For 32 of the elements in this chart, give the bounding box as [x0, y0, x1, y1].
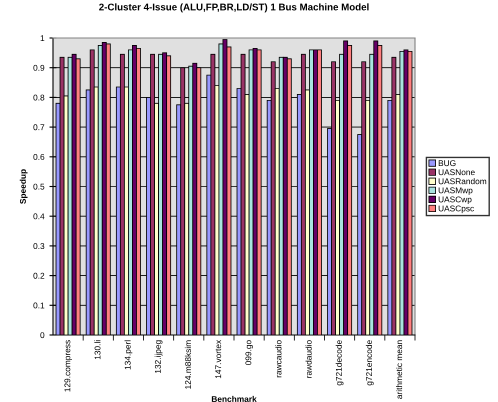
legend-label: UASCwp: [438, 196, 472, 204]
y-tick-label: 0.5: [33, 184, 44, 190]
x-axis-title: Benchmark: [212, 396, 257, 402]
x-tick-label: 130.li: [94, 340, 100, 360]
y-tick-label: 0.9: [33, 64, 44, 71]
legend-label: UASNone: [438, 169, 475, 176]
x-tick-label: rawdaudio: [306, 340, 312, 378]
y-tick-label: 1: [40, 35, 44, 42]
y-tick-label: 0.3: [33, 243, 44, 249]
legend-label: UASRandom: [438, 178, 486, 184]
chart-title: 2-Cluster 4-Issue (ALU,FP,BR,LD/ST) 1 Bus Machine Model: [99, 3, 369, 12]
y-axis-title: Speedup: [20, 169, 28, 204]
y-tick-label: 0.6: [33, 154, 44, 160]
x-tick-label: 132.ijpeg: [154, 340, 162, 374]
x-tick-label: 124.m88ksim: [184, 340, 191, 389]
y-tick-label: 0.7: [33, 124, 44, 130]
x-tick-label: 147.vortex: [215, 340, 222, 378]
y-tick-label: 0.8: [33, 94, 44, 100]
x-tick-label: arithmetic mean: [396, 340, 402, 399]
legend-label: UASCpsc: [438, 206, 474, 214]
y-tick-label: 0.1: [33, 302, 44, 308]
x-tick-label: rawcaudio: [275, 340, 282, 378]
legend-label: UASMwp: [438, 187, 472, 195]
y-tick-label: 0.2: [33, 272, 44, 279]
x-tick-label: 129.compress: [64, 340, 72, 392]
y-tick-label: 0: [40, 332, 44, 338]
x-tick-label: 134.perl: [124, 340, 132, 370]
x-tick-label: g721encode: [366, 340, 374, 386]
y-tick-label: 0.4: [33, 213, 44, 220]
legend-label: BUG: [438, 160, 456, 166]
x-tick-label: 099.go: [245, 340, 253, 366]
x-tick-label: g721decode: [336, 340, 344, 386]
